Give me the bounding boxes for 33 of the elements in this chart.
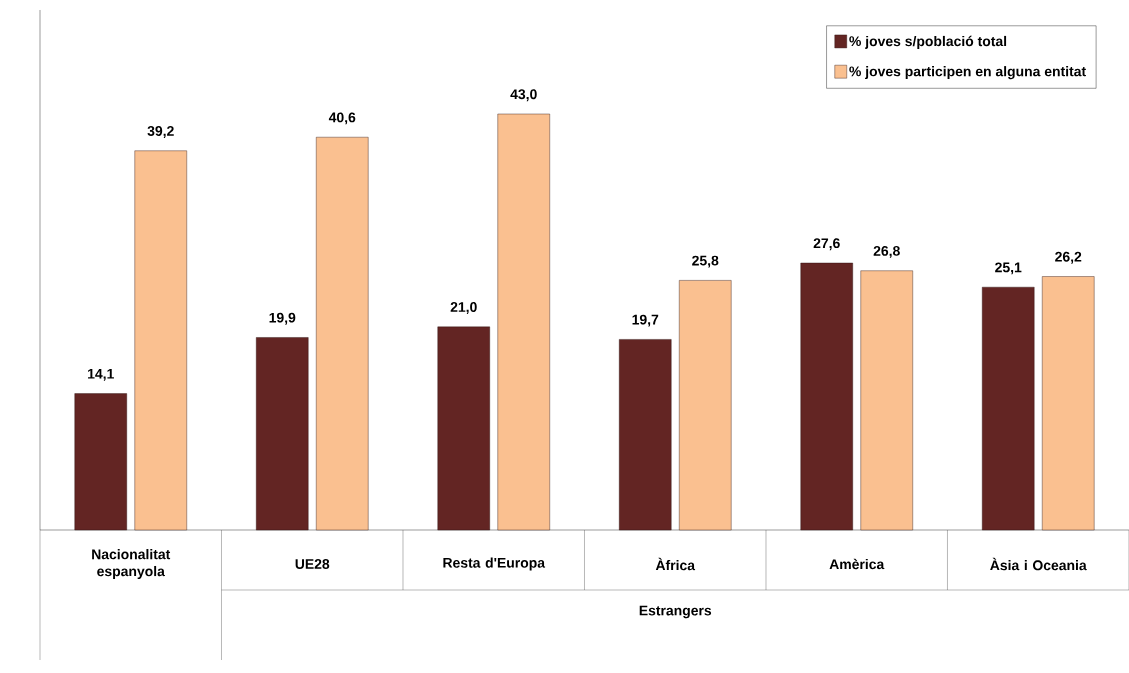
text: Estrangers [639, 605, 712, 619]
x-tick-label: Nacionalitat espanyola [92, 549, 171, 579]
data-label: 43,0 [510, 89, 537, 102]
bar [982, 286, 1035, 531]
data-label: 14,1 [88, 368, 114, 381]
data-label: 19,7 [632, 314, 659, 327]
bar [256, 337, 309, 531]
legend-label: % joves participen en alguna entitat [849, 66, 1086, 80]
data-label: 19,9 [269, 312, 296, 325]
data-label: 25,1 [995, 262, 1022, 275]
bar [1042, 276, 1095, 531]
bar [316, 137, 369, 531]
data-label: 25,8 [692, 255, 719, 268]
bar [134, 150, 187, 531]
bar [679, 280, 732, 531]
x-tick-label: Amèrica [829, 558, 885, 570]
data-label: 21,0 [450, 302, 477, 314]
x-tick-label: Àfrica [655, 557, 696, 571]
data-label: 26,8 [873, 245, 900, 258]
data-label: 40,6 [328, 112, 356, 125]
x-tick-label: Resta d'Europa [443, 557, 546, 571]
legend-label: % joves s/població total [849, 35, 1007, 49]
data-label: 27,6 [813, 238, 840, 251]
bar [497, 113, 550, 531]
x-tick-label: UE28 [295, 559, 330, 569]
data-label: 39,2 [147, 126, 174, 138]
bar [437, 326, 490, 531]
bar [800, 262, 853, 531]
bar [74, 393, 127, 531]
bar [860, 270, 913, 531]
x-tick-label: Àsia i Oceania [990, 557, 1087, 571]
bar [619, 339, 672, 531]
data-label: 26,2 [1055, 251, 1082, 264]
